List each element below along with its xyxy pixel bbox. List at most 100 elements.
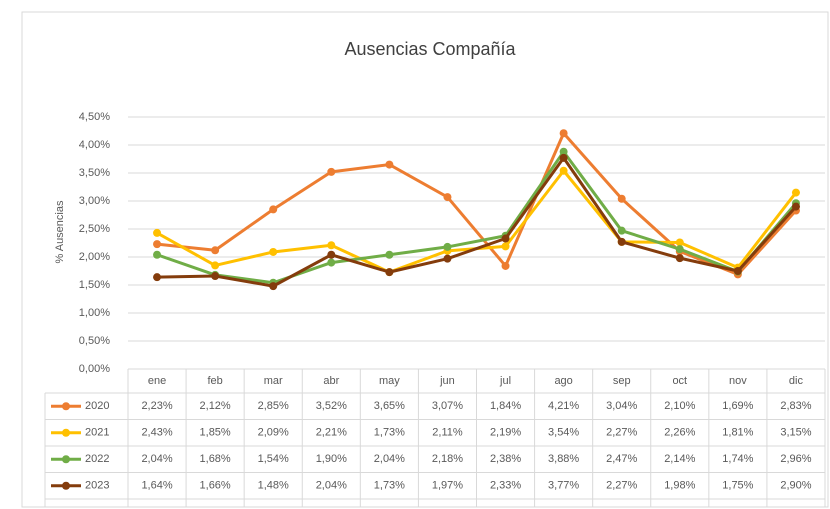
marker <box>791 188 800 197</box>
table-cell: 2,21% <box>316 427 347 439</box>
y-tick-label: 1,50% <box>79 279 110 291</box>
table-cell: 1,90% <box>316 453 347 465</box>
marker <box>791 202 800 211</box>
legend-key-marker <box>62 428 70 437</box>
marker <box>443 242 452 251</box>
table-cell: 2,09% <box>258 427 289 439</box>
y-tick-label: 2,00% <box>79 251 110 263</box>
legend-label: 2020 <box>85 400 109 412</box>
marker <box>617 194 626 203</box>
marker <box>617 226 626 235</box>
table-cell: 1,98% <box>664 480 695 492</box>
table-cell: 2,96% <box>780 453 811 465</box>
marker <box>559 129 568 138</box>
x-tick-label: abr <box>323 375 339 387</box>
table-cell: 1,69% <box>722 400 753 412</box>
x-tick-label: ago <box>554 375 572 387</box>
x-tick-label: ene <box>148 375 166 387</box>
marker <box>617 237 626 246</box>
marker <box>559 166 568 175</box>
table-cell: 3,88% <box>548 453 579 465</box>
table-cell: 2,19% <box>490 427 521 439</box>
table-cell: 2,23% <box>141 400 172 412</box>
x-tick-label: feb <box>207 375 222 387</box>
marker <box>211 272 220 281</box>
table-cell: 2,33% <box>490 480 521 492</box>
marker <box>153 273 162 282</box>
chart-title: Ausencias Compañía <box>344 39 516 59</box>
table-cell: 1,66% <box>200 480 231 492</box>
x-tick-label: nov <box>729 375 747 387</box>
x-tick-label: oct <box>672 375 687 387</box>
y-tick-label: 0,50% <box>79 335 110 347</box>
marker <box>675 245 684 254</box>
table-cell: 1,73% <box>374 480 405 492</box>
marker <box>327 241 336 250</box>
marker <box>675 238 684 247</box>
table-cell: 1,97% <box>432 480 463 492</box>
y-tick-label: 4,00% <box>79 139 110 151</box>
y-tick-label: 4,50% <box>79 111 110 123</box>
marker <box>269 282 278 291</box>
marker <box>501 261 510 270</box>
table-cell: 2,83% <box>780 400 811 412</box>
table-cell: 2,47% <box>606 453 637 465</box>
marker <box>733 267 742 275</box>
table-cell: 1,74% <box>722 453 753 465</box>
table-cell: 1,48% <box>258 480 289 492</box>
x-tick-label: jun <box>439 375 455 387</box>
marker <box>443 254 452 263</box>
table-cell: 3,52% <box>316 400 347 412</box>
marker <box>675 254 684 263</box>
legend-key-marker <box>62 455 70 464</box>
table-cell: 2,85% <box>258 400 289 412</box>
series-line <box>156 131 798 276</box>
x-tick-label: may <box>379 375 400 387</box>
table-cell: 3,54% <box>548 427 579 439</box>
table-cell: 2,26% <box>664 427 695 439</box>
table-cell: 1,75% <box>722 480 753 492</box>
marker <box>269 205 278 214</box>
legend-label: 2022 <box>85 453 109 465</box>
marker <box>559 153 568 162</box>
table-cell: 2,04% <box>141 453 172 465</box>
marker <box>385 268 394 277</box>
x-tick-label: sep <box>613 375 631 387</box>
y-tick-label: 0,00% <box>79 363 110 375</box>
series-line <box>157 156 798 288</box>
table-cell: 1,85% <box>200 427 231 439</box>
x-tick-label: mar <box>264 375 283 387</box>
marker <box>501 242 510 251</box>
marker <box>327 250 336 259</box>
marker <box>501 234 510 243</box>
table-cell: 2,27% <box>606 427 637 439</box>
marker <box>153 240 162 249</box>
table-cell: 2,04% <box>374 453 405 465</box>
marker <box>327 258 336 267</box>
marker <box>443 193 452 202</box>
y-tick-label: 3,00% <box>79 195 110 207</box>
x-tick-label: jul <box>499 375 511 387</box>
table-cell: 1,64% <box>141 480 172 492</box>
table-cell: 2,18% <box>432 453 463 465</box>
table-cell: 2,04% <box>316 480 347 492</box>
table-cell: 2,43% <box>141 427 172 439</box>
table-cell: 1,84% <box>490 400 521 412</box>
table-cell: 1,54% <box>258 453 289 465</box>
table-cell: 2,11% <box>432 427 463 439</box>
marker <box>211 246 220 255</box>
table-cell: 3,77% <box>548 480 579 492</box>
table-cell: 2,12% <box>200 400 231 412</box>
table-cell: 3,07% <box>432 400 463 412</box>
y-tick-label: 1,00% <box>79 307 110 319</box>
table-cell: 4,21% <box>548 400 579 412</box>
y-tick-label: 3,50% <box>79 167 110 179</box>
marker <box>211 261 220 270</box>
marker <box>269 247 278 256</box>
table-cell: 2,38% <box>490 453 521 465</box>
marker <box>327 167 336 176</box>
table-cell: 2,27% <box>606 480 637 492</box>
table-cell: 2,90% <box>780 480 811 492</box>
x-tick-label: dic <box>789 375 804 387</box>
